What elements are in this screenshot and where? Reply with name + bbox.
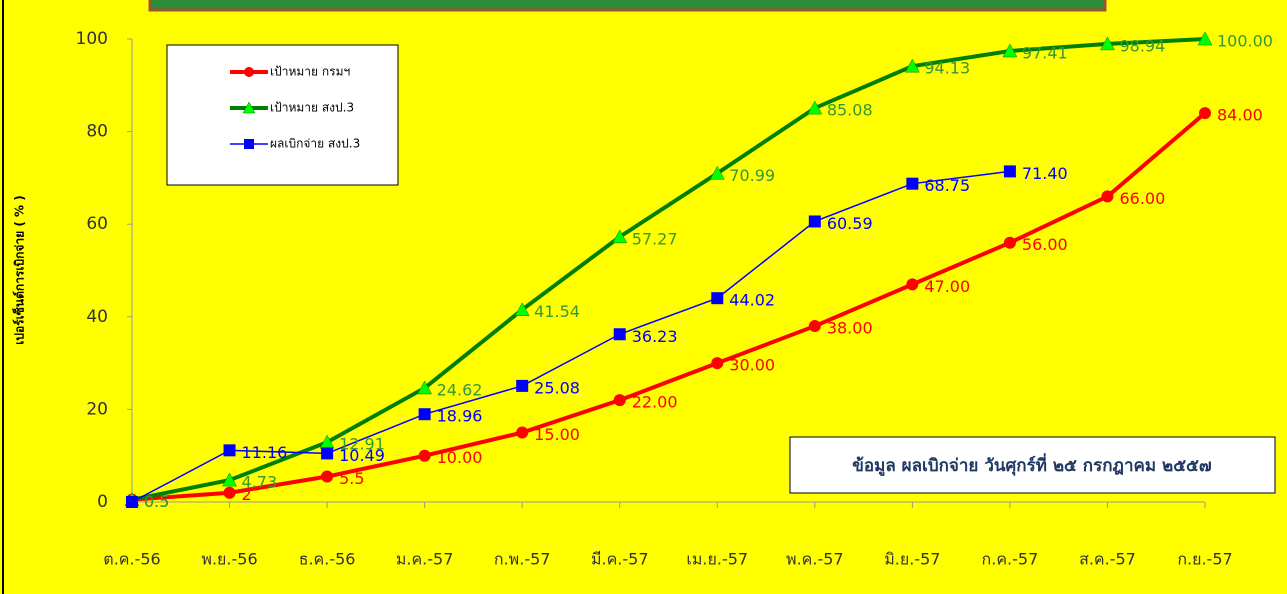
x-tick-label: ต.ค.-56 xyxy=(103,550,160,569)
value-label: 68.75 xyxy=(924,176,970,195)
value-label: 66.00 xyxy=(1119,189,1165,208)
series-line xyxy=(131,111,1207,502)
value-label: 47.00 xyxy=(924,277,970,296)
annotation: ข้อมูล ผลเบิกจ่าย วันศุกร์ที่ ๒๕ กรกฎาคม… xyxy=(852,453,1212,477)
value-label: 57.27 xyxy=(632,229,678,248)
value-label: 10.00 xyxy=(437,448,483,467)
data-point xyxy=(516,426,529,439)
data-point xyxy=(807,100,823,115)
legend-marker xyxy=(244,67,254,77)
value-label: 4.73 xyxy=(242,473,278,492)
series-line xyxy=(131,37,1206,502)
value-label: 41.54 xyxy=(534,302,580,321)
data-point xyxy=(1199,107,1211,120)
y-axis-label: เปอร์เซ็นต์การเบิกจ่าย ( % ) xyxy=(12,195,27,344)
value-label: 10.49 xyxy=(339,446,385,465)
data-point xyxy=(417,380,433,395)
value-label: 0.5 xyxy=(144,492,169,511)
data-point xyxy=(1002,43,1018,58)
value-label: 56.00 xyxy=(1022,235,1068,254)
data-point xyxy=(516,379,529,392)
annotation-box xyxy=(789,436,1276,494)
x-tick-label: ก.พ.-57 xyxy=(494,550,551,569)
value-label: 44.02 xyxy=(729,291,775,310)
legend-label: ผลเบิกจ่าย สงป.3 xyxy=(270,137,360,151)
data-point xyxy=(1100,36,1115,51)
legend xyxy=(166,44,399,186)
data-point xyxy=(613,328,626,341)
x-tick-label: ส.ค.-57 xyxy=(1079,550,1136,569)
legend-marker xyxy=(242,101,256,114)
value-label: 85.08 xyxy=(827,101,873,120)
value-label: 38.00 xyxy=(827,319,873,338)
value-label: 60.59 xyxy=(827,214,873,233)
value-label: 100.00 xyxy=(1217,32,1273,51)
data-point xyxy=(904,58,920,73)
data-point xyxy=(222,472,237,487)
y-tick-label: 0 xyxy=(97,492,108,512)
data-point xyxy=(709,165,725,180)
value-label: 84.00 xyxy=(1217,106,1263,125)
value-label: 0.5 xyxy=(144,492,169,511)
legend-label: เป้าหมาย กรมฯ xyxy=(270,65,350,79)
data-point xyxy=(808,320,821,333)
data-point xyxy=(1003,236,1016,249)
value-label: 18.96 xyxy=(437,407,483,426)
value-label: 71.40 xyxy=(1022,164,1068,183)
value-label: 22.00 xyxy=(632,393,678,412)
data-point xyxy=(711,292,724,305)
value-label: 11.16 xyxy=(242,443,288,462)
value-label: 15.00 xyxy=(534,425,580,444)
data-point xyxy=(223,486,236,499)
data-point xyxy=(514,302,530,316)
data-point xyxy=(418,408,431,421)
x-tick-label: ธ.ค.-56 xyxy=(299,550,356,569)
data-point xyxy=(126,496,138,508)
value-label: 2 xyxy=(242,485,252,504)
x-tick-label: เม.ย.-57 xyxy=(686,550,748,569)
value-label: 94.13 xyxy=(924,59,970,78)
y-tick-label: 40 xyxy=(86,307,108,327)
data-point xyxy=(1101,190,1114,203)
data-point xyxy=(906,278,919,291)
y-tick-label: 60 xyxy=(86,214,108,234)
x-tick-label: มิ.ย.-57 xyxy=(884,550,940,569)
legend-label: เป้าหมาย สงป.3 xyxy=(270,101,354,115)
title-bar xyxy=(148,0,1107,12)
data-point xyxy=(418,449,431,462)
series-line xyxy=(131,170,1011,503)
value-label: 70.99 xyxy=(729,166,775,185)
data-point xyxy=(1003,165,1016,178)
value-label: 24.62 xyxy=(437,381,483,400)
value-label: 25.08 xyxy=(534,378,580,397)
data-point xyxy=(321,447,334,460)
data-point xyxy=(1197,31,1213,46)
x-tick-label: ม.ค.-57 xyxy=(396,550,454,569)
x-tick-label: ก.ย.-57 xyxy=(1177,550,1232,569)
legend-marker xyxy=(244,139,254,149)
data-point xyxy=(223,444,236,457)
data-point xyxy=(321,470,334,483)
data-point xyxy=(906,177,919,190)
y-tick-label: 20 xyxy=(86,399,108,419)
value-label: 30.00 xyxy=(729,356,775,375)
x-tick-label: พ.ย.-56 xyxy=(201,550,257,569)
x-tick-label: มี.ค.-57 xyxy=(591,550,649,569)
data-point xyxy=(808,215,821,228)
value-label: 36.23 xyxy=(632,327,678,346)
value-label: 98.94 xyxy=(1119,36,1165,55)
x-tick-label: พ.ค.-57 xyxy=(786,550,844,569)
data-point xyxy=(612,229,628,244)
value-label: 97.41 xyxy=(1022,43,1068,62)
value-label: 12.91 xyxy=(339,435,385,454)
x-tick-label: ก.ค.-57 xyxy=(982,550,1039,569)
y-tick-label: 100 xyxy=(76,29,108,49)
data-point xyxy=(613,394,626,407)
y-tick-label: 80 xyxy=(86,122,108,142)
value-label: 5.5 xyxy=(339,469,364,488)
data-point xyxy=(711,357,724,370)
